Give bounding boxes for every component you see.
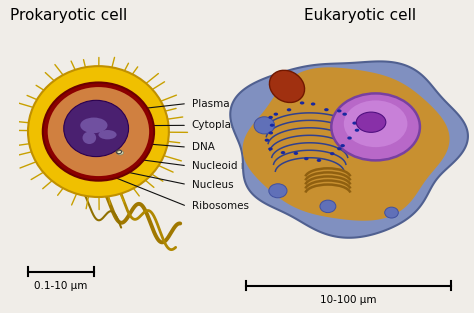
- Ellipse shape: [28, 66, 169, 197]
- Circle shape: [317, 159, 321, 162]
- Ellipse shape: [82, 131, 96, 144]
- Ellipse shape: [320, 200, 336, 213]
- Circle shape: [273, 113, 278, 116]
- Circle shape: [342, 113, 347, 116]
- Text: Nucleoid region: Nucleoid region: [191, 161, 273, 171]
- Circle shape: [281, 151, 285, 154]
- Circle shape: [355, 129, 359, 132]
- Ellipse shape: [356, 112, 386, 132]
- Ellipse shape: [269, 184, 287, 198]
- Ellipse shape: [254, 117, 274, 134]
- Text: Eukaryotic cell: Eukaryotic cell: [304, 8, 416, 23]
- Text: Nucleus: Nucleus: [191, 180, 233, 190]
- Circle shape: [270, 124, 274, 127]
- Text: 0.1-10 μm: 0.1-10 μm: [34, 281, 88, 291]
- Circle shape: [324, 108, 328, 111]
- Ellipse shape: [99, 130, 117, 139]
- Circle shape: [337, 147, 342, 150]
- Ellipse shape: [48, 87, 149, 176]
- Ellipse shape: [385, 207, 398, 218]
- Text: Ribosomes: Ribosomes: [191, 201, 248, 211]
- Ellipse shape: [331, 93, 420, 160]
- Text: Plasma membrane: Plasma membrane: [191, 99, 290, 109]
- Text: Cytoplasm: Cytoplasm: [191, 120, 247, 130]
- Circle shape: [293, 152, 298, 155]
- Circle shape: [268, 116, 273, 119]
- Circle shape: [311, 102, 315, 105]
- Circle shape: [347, 136, 352, 140]
- Polygon shape: [230, 61, 468, 238]
- Circle shape: [264, 139, 269, 142]
- Circle shape: [340, 144, 345, 147]
- Ellipse shape: [80, 118, 108, 133]
- Circle shape: [287, 108, 292, 111]
- Circle shape: [268, 131, 273, 135]
- Text: Prokaryotic cell: Prokaryotic cell: [10, 8, 128, 23]
- Circle shape: [352, 121, 357, 125]
- Circle shape: [117, 151, 123, 155]
- Ellipse shape: [269, 70, 305, 102]
- Circle shape: [268, 147, 273, 151]
- Circle shape: [337, 109, 342, 112]
- Ellipse shape: [43, 83, 154, 181]
- Text: 10-100 μm: 10-100 μm: [320, 295, 377, 305]
- Polygon shape: [243, 67, 449, 221]
- Ellipse shape: [64, 100, 128, 156]
- Circle shape: [300, 101, 304, 105]
- Ellipse shape: [344, 100, 408, 147]
- Circle shape: [304, 157, 309, 160]
- Text: DNA: DNA: [191, 142, 214, 152]
- Circle shape: [330, 152, 335, 155]
